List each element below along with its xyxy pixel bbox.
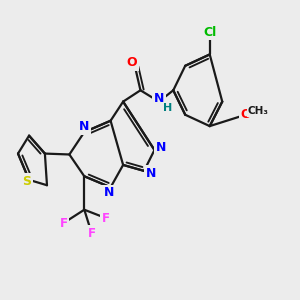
Text: S: S <box>22 175 31 188</box>
Text: N: N <box>156 141 166 154</box>
Text: O: O <box>240 108 251 121</box>
Text: O: O <box>127 56 137 69</box>
Text: F: F <box>59 217 68 230</box>
Text: N: N <box>104 186 114 199</box>
Text: H: H <box>163 103 172 113</box>
Text: N: N <box>79 120 89 133</box>
Text: CH₃: CH₃ <box>248 106 269 116</box>
Text: N: N <box>146 167 156 180</box>
Text: Cl: Cl <box>203 26 216 38</box>
Text: F: F <box>102 212 110 225</box>
Text: F: F <box>88 227 96 240</box>
Text: N: N <box>154 92 164 104</box>
